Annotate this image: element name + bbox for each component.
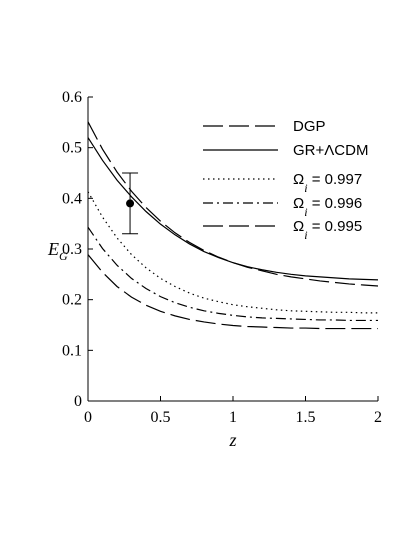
series-line [87, 254, 378, 330]
y-tick-label: 0.4 [62, 190, 82, 207]
legend-label: GR+ΛCDM [293, 142, 368, 159]
legend-label: Ωi = 0.995 [293, 218, 362, 242]
x-tick-label: 2 [374, 409, 382, 426]
x-tick-label: 0.5 [151, 409, 171, 426]
legend-label: DGP [293, 118, 326, 135]
data-point-marker [126, 199, 135, 208]
x-tick-label: 1.5 [296, 409, 316, 426]
y-axis-label-main: E [47, 239, 59, 259]
y-axis-label-sub: G [59, 249, 68, 263]
y-tick-label: 0.5 [62, 140, 82, 157]
series-curves [87, 121, 379, 330]
series-line [87, 121, 379, 287]
y-tick-label: 0.2 [62, 292, 82, 309]
y-tick-label: 0.1 [62, 342, 82, 359]
x-tick-label: 1 [229, 409, 237, 426]
y-tick-label: 0.3 [62, 241, 82, 258]
y-tick-label: 0 [74, 393, 82, 410]
data-point-errorbar [122, 172, 139, 235]
y-axis-label: EG [47, 239, 68, 263]
x-tick-label: 0 [84, 409, 92, 426]
legend-label: Ωi = 0.997 [293, 171, 362, 195]
series-line [87, 226, 378, 322]
series-line [87, 137, 379, 281]
x-axis-label: z [228, 430, 236, 450]
y-tick-label: 0.6 [62, 89, 82, 106]
legend-label: Ωi = 0.996 [293, 195, 362, 219]
axis-ticks: 0 0.1 0.2 0.3 0.4 0.5 0.6 0 0.5 1 1.5 2 [62, 89, 382, 426]
